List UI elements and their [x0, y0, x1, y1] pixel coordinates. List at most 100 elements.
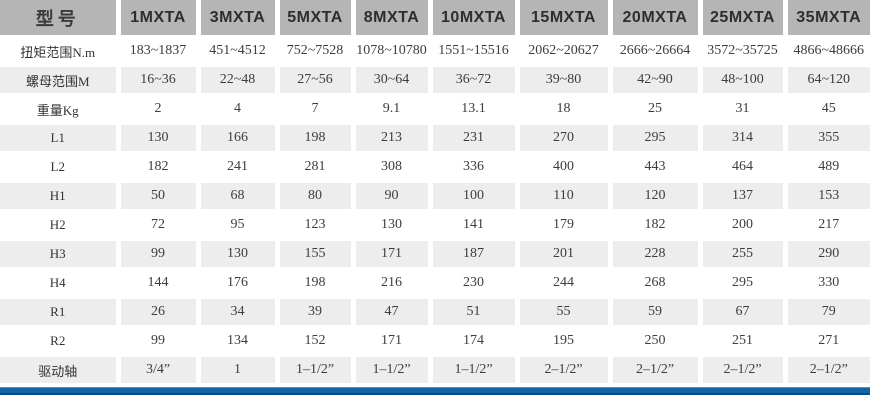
value-cell: 255	[700, 239, 788, 270]
model-header-cell: 5MXTA	[277, 0, 356, 38]
value-cell: 2–1/2”	[700, 355, 788, 386]
value-cell: 1	[198, 355, 280, 386]
value-cell: 64~120	[785, 65, 870, 96]
value-cell: 2–1/2”	[517, 355, 613, 386]
value-cell: 2062~20627	[517, 36, 613, 67]
value-cell: 72	[118, 210, 201, 241]
value-cell: 308	[353, 152, 433, 183]
value-cell: 336	[430, 152, 520, 183]
value-cell: 47	[353, 297, 433, 328]
value-cell: 217	[785, 210, 870, 241]
value-cell: 34	[198, 297, 280, 328]
value-cell: 195	[517, 326, 613, 357]
value-cell: 137	[700, 181, 788, 212]
value-cell: 171	[353, 239, 433, 270]
row-label-cell: L2	[0, 152, 121, 183]
row-label-cell: R1	[0, 297, 121, 328]
value-cell: 9.1	[353, 94, 433, 125]
value-cell: 2	[118, 94, 201, 125]
value-cell: 99	[118, 326, 201, 357]
value-cell: 3572~35725	[700, 36, 788, 67]
model-header-cell: 8MXTA	[353, 0, 433, 38]
spec-table-body: 扭矩范围N.m 183~1837 451~4512 752~7528 1078~1078…	[0, 36, 870, 386]
value-cell: 1–1/2”	[277, 355, 356, 386]
value-cell: 48~100	[700, 65, 788, 96]
value-cell: 290	[785, 239, 870, 270]
value-cell: 30~64	[353, 65, 433, 96]
value-cell: 187	[430, 239, 520, 270]
value-cell: 36~72	[430, 65, 520, 96]
value-cell: 134	[198, 326, 280, 357]
row-label-cell: 螺母范围M	[0, 65, 121, 96]
value-cell: 26	[118, 297, 201, 328]
value-cell: 51	[430, 297, 520, 328]
value-cell: 141	[430, 210, 520, 241]
value-cell: 1078~10780	[353, 36, 433, 67]
row-label-cell: L1	[0, 123, 121, 154]
table-row: 重量Kg 2 4 7 9.1 13.1 18 25 31 45	[0, 94, 870, 125]
value-cell: 464	[700, 152, 788, 183]
value-cell: 270	[517, 123, 613, 154]
row-label-cell: 重量Kg	[0, 94, 121, 125]
value-cell: 16~36	[118, 65, 201, 96]
value-cell: 271	[785, 326, 870, 357]
value-cell: 182	[118, 152, 201, 183]
table-row: H2 72 95 123 130 141 179 182 200 217	[0, 210, 870, 241]
value-cell: 2–1/2”	[610, 355, 703, 386]
value-cell: 68	[198, 181, 280, 212]
row-label-cell: H4	[0, 268, 121, 299]
table-row: R1 26 34 39 47 51 55 59 67 79	[0, 297, 870, 328]
value-cell: 443	[610, 152, 703, 183]
value-cell: 42~90	[610, 65, 703, 96]
value-cell: 228	[610, 239, 703, 270]
value-cell: 123	[277, 210, 356, 241]
value-cell: 120	[610, 181, 703, 212]
value-cell: 3/4”	[118, 355, 201, 386]
value-cell: 130	[353, 210, 433, 241]
spec-table: 型号 1MXTA 3MXTA 5MXTA 8MXTA 10MXTA 15MXTA 20MXTA…	[0, 0, 870, 386]
value-cell: 22~48	[198, 65, 280, 96]
table-row: L1 130 166 198 213 231 270 295 314 355	[0, 123, 870, 154]
value-cell: 39~80	[517, 65, 613, 96]
value-cell: 400	[517, 152, 613, 183]
value-cell: 153	[785, 181, 870, 212]
value-cell: 241	[198, 152, 280, 183]
value-cell: 250	[610, 326, 703, 357]
value-cell: 166	[198, 123, 280, 154]
value-cell: 314	[700, 123, 788, 154]
row-label-cell: 扭矩范围N.m	[0, 36, 121, 67]
table-row: L2 182 241 281 308 336 400 443 464 489	[0, 152, 870, 183]
value-cell: 230	[430, 268, 520, 299]
model-header-cell: 35MXTA	[785, 0, 870, 38]
value-cell: 281	[277, 152, 356, 183]
value-cell: 201	[517, 239, 613, 270]
value-cell: 45	[785, 94, 870, 125]
model-header-cell: 10MXTA	[430, 0, 520, 38]
value-cell: 489	[785, 152, 870, 183]
value-cell: 183~1837	[118, 36, 201, 67]
value-cell: 155	[277, 239, 356, 270]
value-cell: 55	[517, 297, 613, 328]
value-cell: 174	[430, 326, 520, 357]
model-header-cell: 15MXTA	[517, 0, 613, 38]
value-cell: 13.1	[430, 94, 520, 125]
table-row: R2 99 134 152 171 174 195 250 251 271	[0, 326, 870, 357]
value-cell: 179	[517, 210, 613, 241]
value-cell: 330	[785, 268, 870, 299]
value-cell: 18	[517, 94, 613, 125]
value-cell: 4866~48666	[785, 36, 870, 67]
table-row: 驱动轴 3/4” 1 1–1/2” 1–1/2” 1–1/2” 2–1/2” 2–1/2” 2–…	[0, 355, 870, 386]
value-cell: 39	[277, 297, 356, 328]
corner-header-cell: 型号	[0, 0, 121, 38]
value-cell: 355	[785, 123, 870, 154]
model-header-cell: 1MXTA	[118, 0, 201, 38]
value-cell: 31	[700, 94, 788, 125]
model-header-cell: 25MXTA	[700, 0, 788, 38]
model-header-cell: 3MXTA	[198, 0, 280, 38]
value-cell: 100	[430, 181, 520, 212]
value-cell: 4	[198, 94, 280, 125]
value-cell: 251	[700, 326, 788, 357]
model-header-cell: 20MXTA	[610, 0, 703, 38]
value-cell: 130	[118, 123, 201, 154]
table-row: H1 50 68 80 90 100 110 120 137 153	[0, 181, 870, 212]
